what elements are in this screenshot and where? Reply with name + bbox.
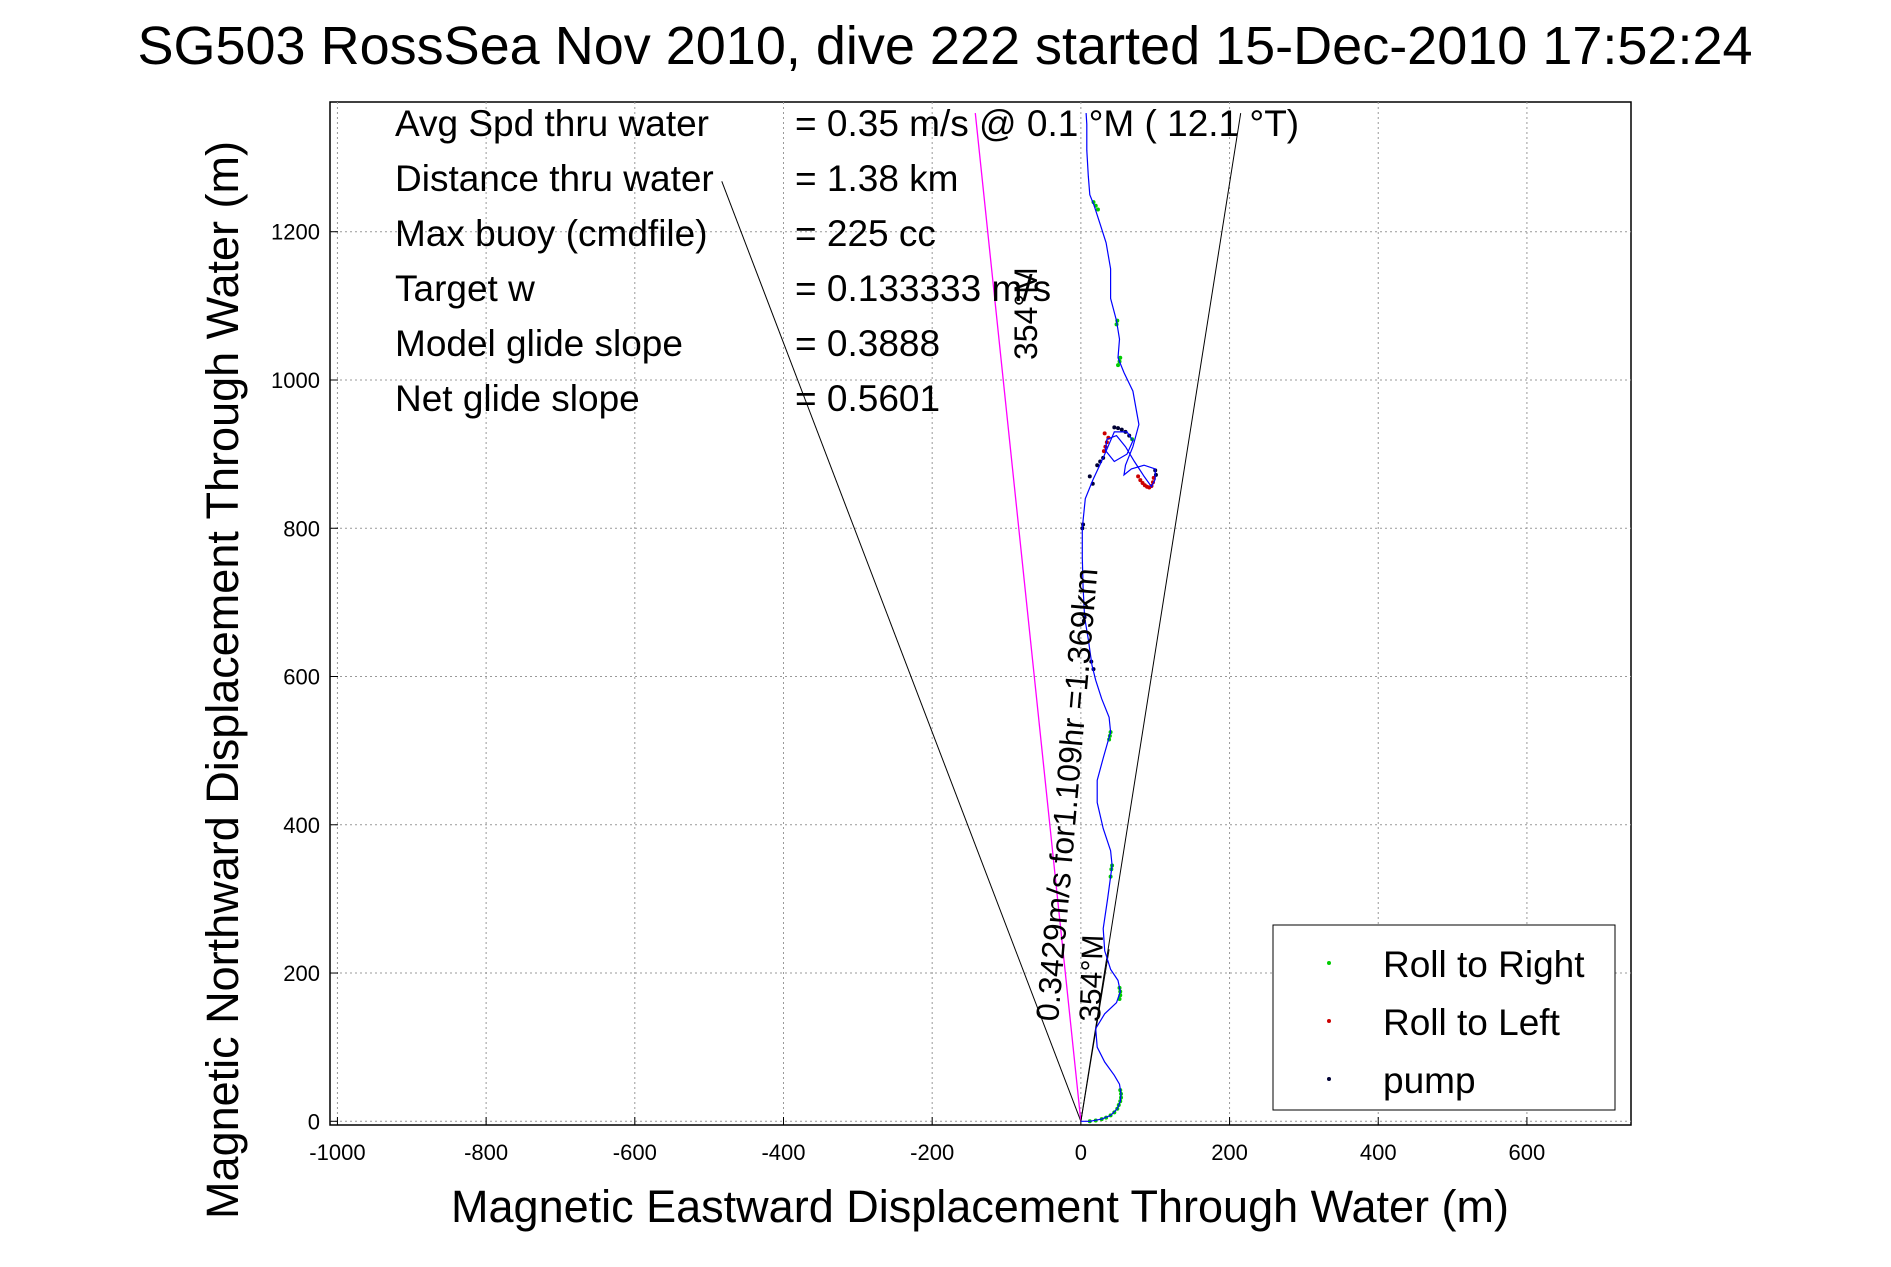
chart-title: SG503 RossSea Nov 2010, dive 222 started… bbox=[137, 16, 1752, 76]
y-tick-label: 0 bbox=[308, 1109, 320, 1134]
stat-value: = 0.5601 bbox=[795, 378, 940, 419]
x-tick-label: -1000 bbox=[309, 1140, 365, 1165]
stat-value: = 1.38 km bbox=[795, 158, 959, 199]
y-tick-label: 600 bbox=[283, 665, 320, 690]
x-tick-label: -200 bbox=[910, 1140, 954, 1165]
legend-label: Roll to Left bbox=[1383, 1002, 1561, 1043]
stat-label: Model glide slope bbox=[395, 323, 683, 364]
pump-point bbox=[1112, 425, 1116, 429]
legend-label: Roll to Right bbox=[1383, 944, 1585, 985]
x-tick-label: -400 bbox=[761, 1140, 805, 1165]
y-axis-label: Magnetic Northward Displacement Through … bbox=[197, 141, 248, 1219]
x-tick-label: 600 bbox=[1509, 1140, 1546, 1165]
stat-value: = 0.3888 bbox=[795, 323, 940, 364]
pump-point bbox=[1154, 473, 1158, 477]
x-tick-label: 0 bbox=[1075, 1140, 1087, 1165]
y-tick-label: 200 bbox=[283, 961, 320, 986]
x-tick-label: -800 bbox=[464, 1140, 508, 1165]
legend: Roll to Right Roll to Left pump bbox=[1273, 925, 1615, 1110]
stat-label: Avg Spd thru water bbox=[395, 103, 709, 144]
y-tick-label: 1000 bbox=[271, 368, 320, 393]
x-tick-label: 400 bbox=[1360, 1140, 1397, 1165]
stat-label: Max buoy (cmdfile) bbox=[395, 213, 708, 254]
stat-label: Net glide slope bbox=[395, 378, 640, 419]
legend-marker bbox=[1327, 961, 1331, 965]
heading-label-lower: 354°M bbox=[1074, 934, 1110, 1022]
stat-value: = 225 cc bbox=[795, 213, 936, 254]
x-tick-label: 200 bbox=[1211, 1140, 1248, 1165]
stat-value: = 0.35 m/s @ 0.1 °M ( 12.1 °T) bbox=[795, 103, 1299, 144]
heading-label-upper: 354°M bbox=[1008, 267, 1044, 360]
y-tick-label: 400 bbox=[283, 813, 320, 838]
y-tick-label: 1200 bbox=[271, 220, 320, 245]
pump-point bbox=[1088, 474, 1092, 478]
x-axis-label: Magnetic Eastward Displacement Through W… bbox=[451, 1181, 1509, 1232]
roll-to-left-point bbox=[1136, 474, 1140, 478]
stat-label: Distance thru water bbox=[395, 158, 714, 199]
x-tick-label: -600 bbox=[613, 1140, 657, 1165]
legend-marker bbox=[1327, 1077, 1331, 1081]
roll-to-right-point bbox=[1096, 207, 1100, 211]
pump-point bbox=[1116, 426, 1120, 430]
legend-marker bbox=[1327, 1019, 1331, 1023]
roll-to-right-point bbox=[1116, 363, 1120, 367]
roll-to-left-point bbox=[1103, 431, 1107, 435]
legend-label: pump bbox=[1383, 1060, 1476, 1101]
stat-label: Target w bbox=[395, 268, 535, 309]
pump-point bbox=[1120, 428, 1124, 432]
y-tick-label: 800 bbox=[283, 516, 320, 541]
